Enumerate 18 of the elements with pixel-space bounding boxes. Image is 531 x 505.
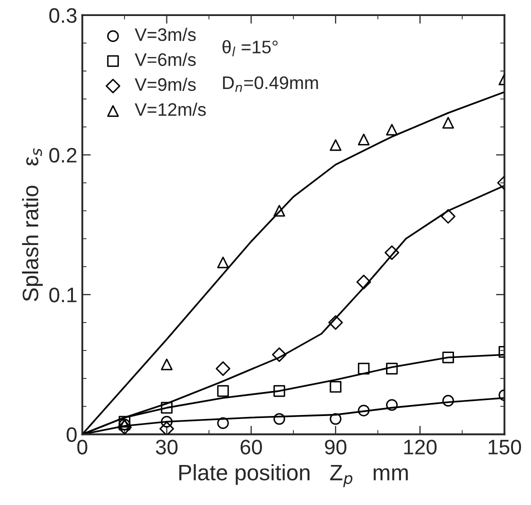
y-tick-label: 0 <box>66 427 77 442</box>
y-axis-title: Splash ratio ε$_{s}$ <box>22 148 43 302</box>
legend-label: V=3m/s <box>134 28 196 42</box>
y-tick-label: 0.1 <box>49 288 76 302</box>
x-tick-label: 120 <box>404 440 437 454</box>
x-tick-label: 30 <box>156 440 178 454</box>
x-tick-label: 0 <box>77 440 88 454</box>
legend-label: V=9m/s <box>134 78 196 91</box>
x-tick-label: 90 <box>324 440 346 454</box>
x-tick-label: 150 <box>488 440 522 454</box>
legend-label: V=6m/s <box>134 52 196 66</box>
legend-label: V=12m/s <box>134 102 206 116</box>
y-tick-label: 0.3 <box>49 8 77 23</box>
annotation: θ$_{l}$ =15° <box>222 40 278 56</box>
annotation: D$_{n}$=0.49mm <box>223 76 318 92</box>
x-tick-label: 60 <box>240 440 262 454</box>
text: Plate position Z$_{p}$ mm <box>179 464 408 488</box>
y-tick-label: 0.2 <box>49 148 76 163</box>
